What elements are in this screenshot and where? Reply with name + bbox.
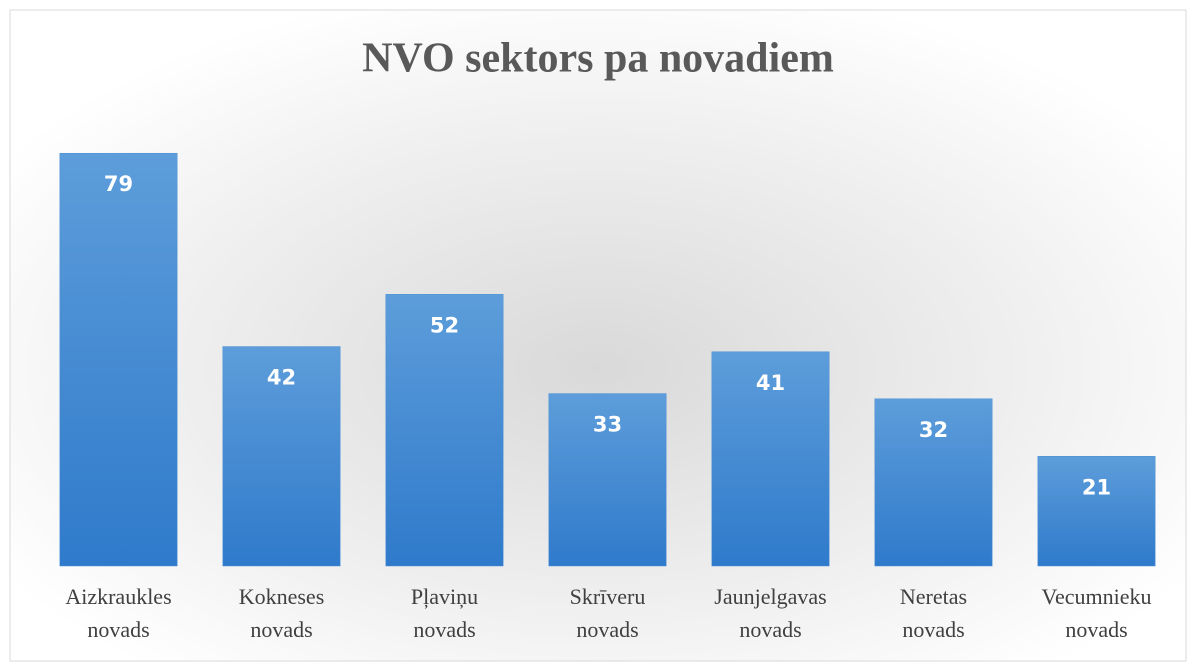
value-label: 52 xyxy=(430,313,459,337)
value-label: 41 xyxy=(756,371,785,395)
value-label: 32 xyxy=(919,418,948,442)
bar xyxy=(711,351,830,567)
x-tick-label: Kokneses novads xyxy=(238,584,325,642)
bar xyxy=(385,294,504,567)
x-tick-label: Skrīveru novads xyxy=(569,584,646,642)
bar xyxy=(1037,456,1156,567)
x-tick-label: Jaunjelgavas novads xyxy=(714,584,827,642)
x-tick-label: Aizkraukles novads xyxy=(65,584,172,642)
x-tick-label: Vecumnieku novads xyxy=(1041,584,1152,642)
bar xyxy=(548,393,667,567)
bar xyxy=(222,346,341,567)
value-label: 42 xyxy=(267,366,296,390)
x-tick-label: Neretas novads xyxy=(899,584,968,642)
bar xyxy=(59,152,178,567)
chart-title: NVO sektors pa novadiem xyxy=(362,36,834,82)
bar xyxy=(874,398,993,567)
value-label: 79 xyxy=(104,172,133,196)
x-tick-label: Pļaviņu novads xyxy=(410,584,479,642)
value-label: 21 xyxy=(1082,475,1111,499)
value-label: 33 xyxy=(593,413,622,437)
